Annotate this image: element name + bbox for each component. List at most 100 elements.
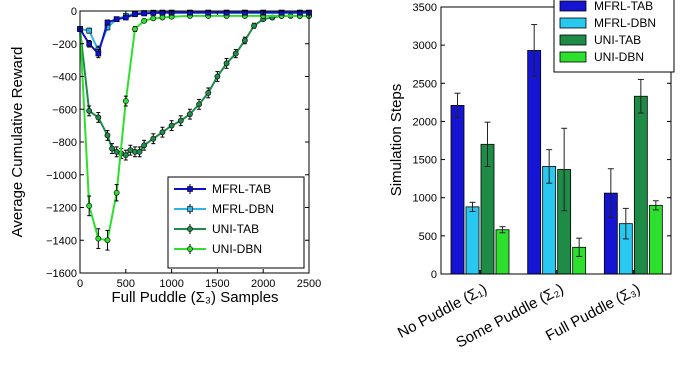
data-point <box>150 135 157 142</box>
y-tick-label: −600 <box>52 104 77 116</box>
y-tick-label: 2000 <box>413 116 437 128</box>
line-chart-marks <box>77 9 312 251</box>
legend-swatch <box>559 51 587 63</box>
x-tick-label: 1500 <box>205 278 229 290</box>
bar-mfrl-tab <box>450 105 465 275</box>
legend-label: UNI-DBN <box>594 50 644 64</box>
bar-uni-dbn <box>495 229 510 275</box>
x-tick-label: 0 <box>77 278 83 290</box>
data-point <box>122 152 129 158</box>
line-chart-ylabel: Average Cumulative Reward <box>9 47 26 238</box>
data-point <box>150 10 157 16</box>
data-point <box>159 9 166 16</box>
data-point <box>141 17 148 24</box>
y-tick-label: −1400 <box>46 235 77 247</box>
data-point <box>109 145 115 152</box>
bar-uni-dbn <box>648 204 663 275</box>
y-tick-label: 3500 <box>413 2 437 14</box>
data-point <box>95 114 102 121</box>
series-uni-dbn <box>77 13 312 251</box>
legend-marker <box>187 246 193 252</box>
y-tick-label: 0 <box>71 6 77 18</box>
data-point <box>95 235 102 242</box>
bar-chart-ylabel: Simulation Steps <box>388 84 405 197</box>
data-point <box>232 50 239 57</box>
data-point <box>104 132 111 139</box>
data-point <box>187 9 193 16</box>
data-point <box>113 16 120 22</box>
data-point <box>113 189 120 196</box>
y-tick-label: 2500 <box>413 78 437 90</box>
line-chart: 0 500 1000 1500 2000 2500 −1600 −1400 −1200 −1000… <box>9 6 321 306</box>
data-point <box>132 11 138 18</box>
y-tick-label: 500 <box>419 231 437 243</box>
data-point <box>177 117 184 124</box>
legend-label: MFRL-DBN <box>212 202 274 216</box>
data-point <box>187 111 193 118</box>
legend-label: UNI-TAB <box>594 33 641 47</box>
y-tick-label: −200 <box>52 39 77 51</box>
data-point <box>205 9 212 16</box>
bar-mfrl-dbn <box>465 206 480 275</box>
y-tick-label: −800 <box>52 137 77 149</box>
data-point <box>86 40 92 47</box>
y-tick-label: −1600 <box>46 268 77 280</box>
legend-swatch <box>559 0 587 12</box>
legend-label: MFRL-DBN <box>594 16 656 30</box>
legend-label: MFRL-TAB <box>212 182 271 196</box>
data-point <box>223 9 230 16</box>
data-point <box>95 50 102 57</box>
line-chart-legend-box <box>167 176 305 269</box>
y-tick-label: 3000 <box>413 40 437 52</box>
data-point <box>86 107 93 114</box>
bar-uni-tab <box>633 95 648 275</box>
line-chart-legend: MFRL-TAB MFRL-DBN UNI-TAB UNI-DBN <box>167 176 305 269</box>
y-tick-label: 1000 <box>413 193 437 205</box>
legend-marker <box>187 186 193 192</box>
legend-swatch <box>559 34 587 46</box>
data-point <box>214 73 221 80</box>
data-point <box>251 22 257 29</box>
y-tick-label: −1200 <box>46 203 77 215</box>
y-tick-label: −1000 <box>46 170 77 182</box>
x-tick-label: 1000 <box>159 278 183 290</box>
data-point <box>86 27 92 34</box>
data-point <box>241 37 248 44</box>
x-tick-label: 2000 <box>251 278 275 290</box>
line-chart-xlabel: Full Puddle (Σ₃) Samples <box>111 289 278 306</box>
legend-marker <box>187 206 193 212</box>
data-point <box>168 122 175 129</box>
bar-chart-legend: MFRL-TAB MFRL-DBN UNI-TAB UNI-DBN <box>553 0 675 73</box>
x-tick-label: 2500 <box>297 278 321 290</box>
data-point <box>196 101 202 108</box>
bar-chart-marks <box>450 24 663 275</box>
x-tick-label: 500 <box>117 278 135 290</box>
data-point <box>132 26 138 32</box>
data-point <box>86 202 93 209</box>
data-point <box>159 129 166 136</box>
data-point <box>123 14 129 21</box>
data-point <box>141 10 147 17</box>
data-point <box>297 9 303 16</box>
legend-label: MFRL-TAB <box>594 0 653 13</box>
y-tick-label: 0 <box>431 269 437 281</box>
data-point <box>136 148 143 155</box>
data-point <box>278 9 285 16</box>
y-tick-label: 1500 <box>413 155 437 167</box>
series-uni-tab <box>77 13 312 161</box>
legend-label: UNI-DBN <box>212 242 262 256</box>
data-point <box>150 15 157 22</box>
bar-mfrl-tab <box>527 50 542 275</box>
data-point <box>104 237 111 244</box>
data-point <box>242 9 248 16</box>
data-point <box>159 14 166 21</box>
data-point <box>104 19 111 26</box>
y-tick-label: −400 <box>52 72 77 84</box>
data-point <box>205 89 212 96</box>
data-point <box>141 142 148 149</box>
legend-marker <box>187 226 193 232</box>
legend-label: UNI-TAB <box>212 222 259 236</box>
